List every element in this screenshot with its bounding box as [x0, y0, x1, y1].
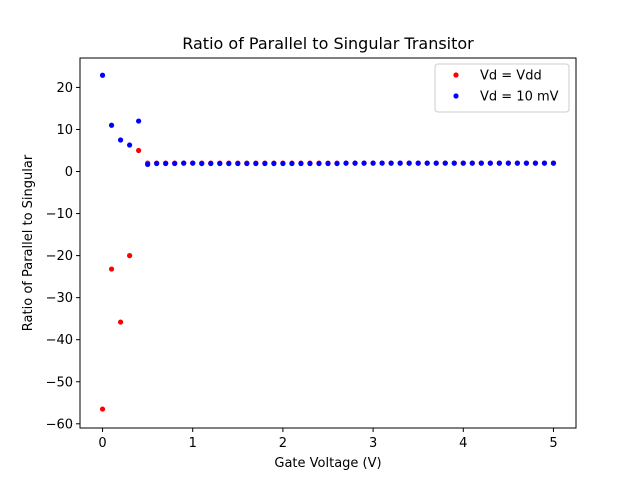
data-point	[244, 160, 250, 167]
data-point	[117, 319, 124, 325]
data-point	[460, 160, 466, 166]
chart-title: Ratio of Parallel to Singular Transitor	[182, 34, 474, 53]
data-point	[361, 160, 367, 166]
data-points	[99, 72, 557, 412]
data-point	[108, 122, 115, 128]
data-point	[199, 160, 205, 167]
data-point	[262, 160, 268, 167]
data-point	[442, 160, 448, 166]
data-point	[478, 160, 484, 166]
y-tick-label: −50	[46, 375, 73, 390]
data-point	[325, 160, 331, 167]
data-point	[523, 160, 530, 166]
data-point	[397, 160, 403, 166]
data-point	[532, 160, 539, 166]
data-point	[217, 160, 223, 167]
y-tick-label: 10	[56, 123, 73, 138]
data-point	[379, 160, 385, 166]
legend-marker	[453, 93, 459, 99]
data-point	[136, 118, 142, 124]
plot-area	[80, 58, 576, 428]
data-point	[226, 160, 232, 167]
y-tick-label: 0	[65, 165, 73, 180]
data-point	[136, 147, 142, 154]
data-point	[108, 266, 115, 272]
data-point	[424, 160, 430, 166]
x-tick-label: 3	[369, 436, 377, 451]
axis-ticks: 0 1 2 3 4 5 −60 −50 −40 −30 −20 −10 0 10 20	[46, 81, 558, 451]
legend-marker	[453, 72, 459, 78]
x-tick-label: 5	[549, 436, 557, 451]
y-tick-label: −10	[46, 207, 73, 222]
data-point	[550, 160, 557, 166]
data-point	[316, 160, 322, 167]
y-tick-label: −30	[46, 291, 73, 306]
data-point	[406, 160, 412, 166]
data-point	[99, 72, 106, 78]
data-point	[172, 160, 178, 167]
y-tick-label: −40	[46, 333, 73, 348]
y-tick-label: −60	[46, 417, 73, 432]
plot-border	[79, 57, 577, 429]
legend-label: Vd = 10 mV	[480, 90, 559, 105]
x-tick-label: 4	[459, 436, 467, 451]
data-point	[190, 160, 196, 166]
data-point	[181, 160, 187, 166]
data-point	[388, 160, 394, 166]
data-point	[271, 160, 277, 167]
data-point	[163, 160, 169, 167]
data-point	[117, 137, 124, 143]
data-point	[154, 160, 160, 167]
y-axis-label: Ratio of Parallel to Singular	[21, 154, 36, 331]
legend-label: Vd = Vdd	[480, 69, 542, 84]
x-axis-label: Gate Voltage (V)	[274, 456, 381, 471]
data-point	[208, 160, 214, 167]
data-point	[487, 160, 493, 166]
data-point	[541, 160, 548, 166]
data-point	[469, 160, 475, 166]
y-tick-label: −20	[46, 249, 73, 264]
data-point	[307, 160, 313, 167]
data-point	[415, 160, 421, 166]
data-point	[253, 160, 259, 167]
x-tick-label: 1	[189, 436, 197, 451]
data-point	[127, 142, 133, 148]
data-point	[514, 160, 520, 166]
x-tick-label: 2	[279, 436, 287, 451]
data-point	[127, 253, 133, 259]
data-point	[334, 160, 340, 167]
data-point	[298, 160, 304, 167]
data-point	[280, 160, 286, 167]
data-point	[496, 160, 502, 166]
y-tick-label: 20	[56, 81, 73, 96]
legend-box	[434, 63, 570, 113]
x-tick-label: 0	[98, 436, 106, 451]
data-point	[370, 160, 376, 166]
series-1-points	[99, 72, 557, 167]
data-point	[352, 160, 358, 166]
data-point	[343, 160, 349, 166]
data-point	[505, 160, 511, 166]
data-point	[433, 160, 439, 166]
data-point	[235, 160, 241, 167]
legend: Vd = Vdd Vd = 10 mV	[434, 63, 570, 113]
data-point	[451, 160, 457, 166]
data-point	[145, 161, 151, 167]
data-point	[289, 160, 295, 167]
data-point	[99, 406, 106, 412]
